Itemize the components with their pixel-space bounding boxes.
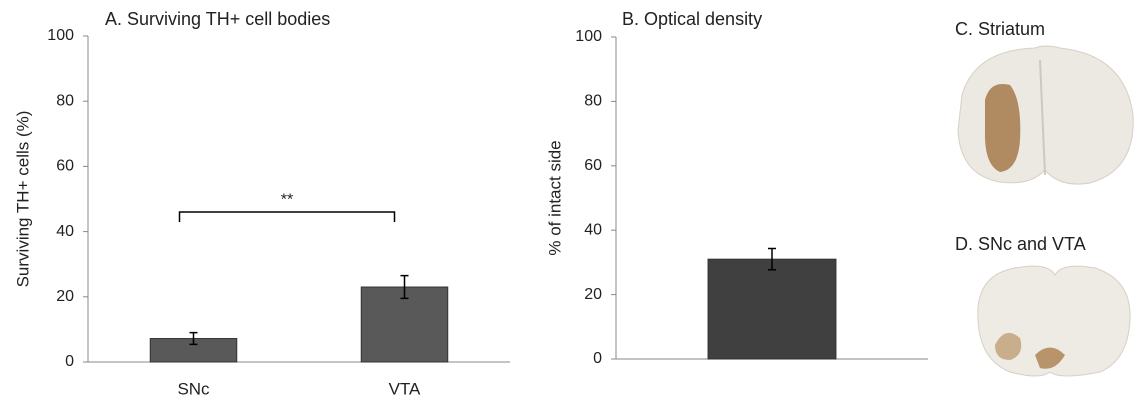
midbrain-image — [977, 265, 1131, 377]
y-tick-label: 80 — [56, 92, 74, 109]
y-tick-label: 100 — [47, 27, 74, 44]
y-tick-label: 20 — [584, 286, 602, 303]
significance-label: ** — [281, 191, 293, 208]
y-tick-label: 20 — [56, 288, 74, 305]
striatum-image — [957, 45, 1134, 185]
x-tick-label: VTA — [389, 379, 421, 398]
chart-title: A. Surviving TH+ cell bodies — [105, 9, 330, 29]
y-tick-label: 0 — [593, 350, 602, 367]
y-axis-label: % of intact side — [545, 140, 564, 255]
chart-title: B. Optical density — [622, 9, 762, 29]
y-tick-label: 100 — [575, 28, 602, 45]
bar — [360, 286, 449, 363]
significance-bracket — [178, 211, 396, 223]
image-title: C. Striatum — [955, 19, 1045, 39]
y-tick-label: 60 — [56, 158, 74, 175]
y-tick-label: 60 — [584, 157, 602, 174]
y-axis-label: Surviving TH+ cells (%) — [13, 111, 32, 288]
image-title: D. SNc and VTA — [955, 234, 1086, 254]
y-tick-label: 80 — [584, 93, 602, 110]
y-tick-label: 40 — [584, 221, 602, 238]
error-bar — [400, 274, 409, 300]
x-tick-label: SNc — [177, 379, 210, 398]
y-tick-label: 0 — [65, 353, 74, 370]
bar — [707, 258, 837, 360]
error-bar — [768, 247, 776, 271]
y-tick-label: 40 — [56, 223, 74, 240]
error-bar — [189, 331, 198, 346]
